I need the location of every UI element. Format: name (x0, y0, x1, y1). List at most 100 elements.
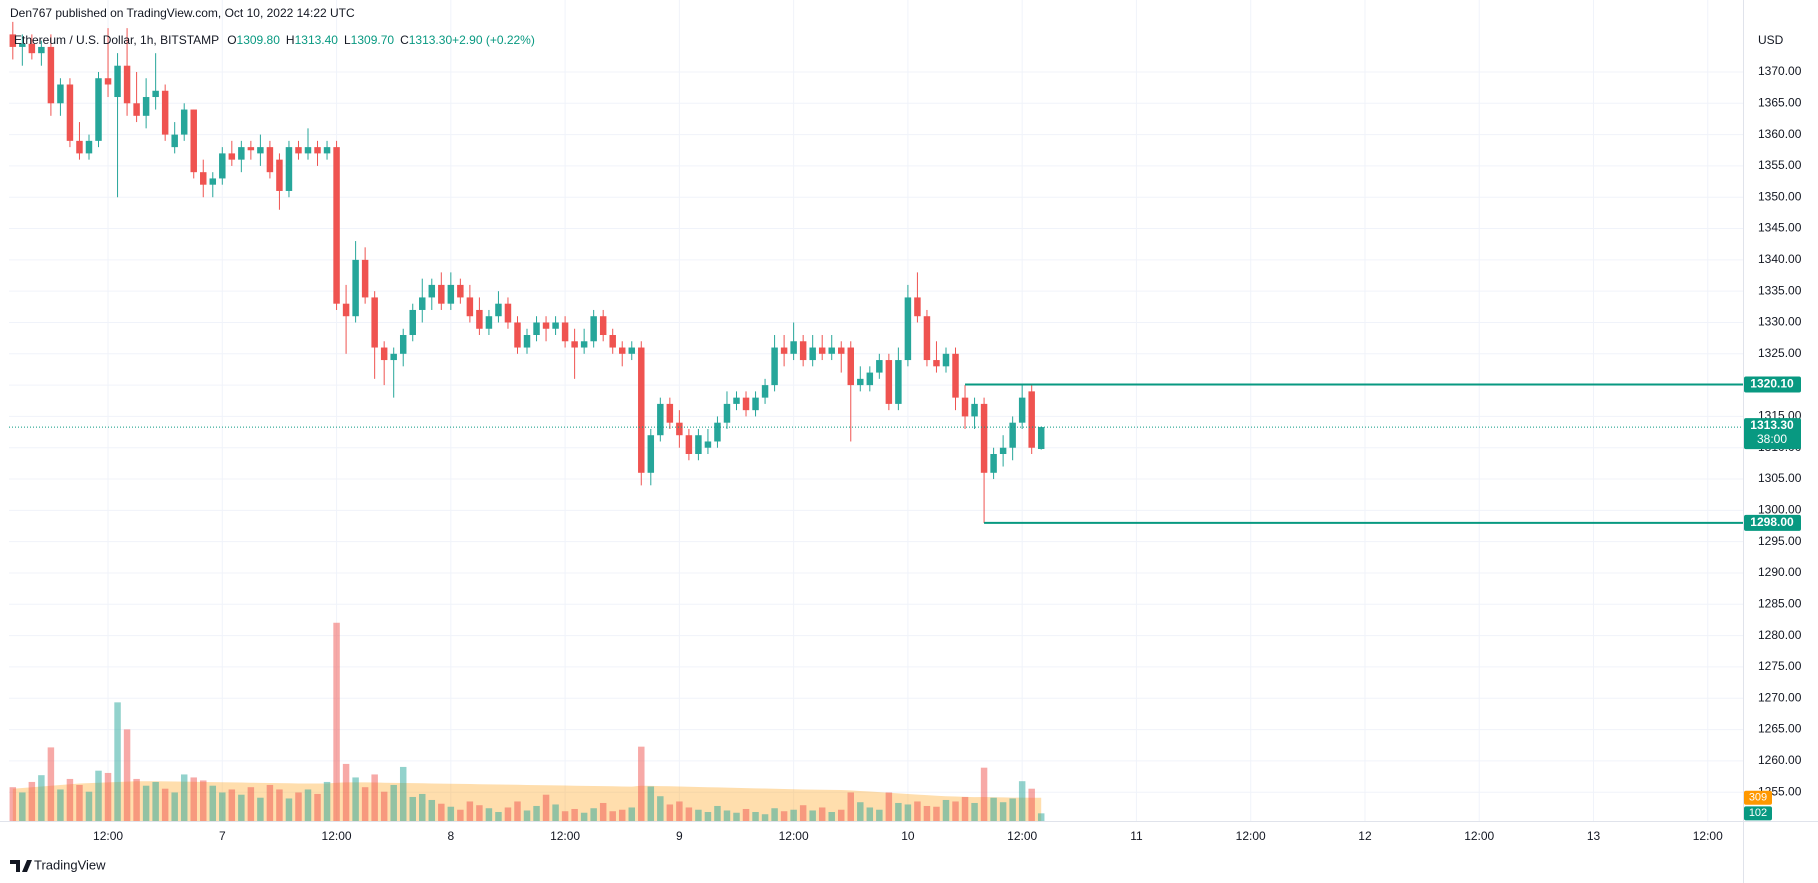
candle-body (961, 397, 969, 417)
volume-bar (371, 774, 378, 821)
volume-bar (923, 805, 931, 821)
legend-value: 1309.70 (351, 33, 395, 47)
volume-bar (466, 801, 474, 821)
x-tick-label: 10 (901, 829, 915, 843)
candle-body (799, 341, 807, 361)
volume-bar (333, 622, 340, 821)
candle-body (476, 309, 483, 329)
level-tag (1744, 376, 1801, 393)
volume-bar (285, 798, 293, 821)
volume-bar (1037, 813, 1045, 821)
candle-body (428, 284, 436, 298)
volume-bar (695, 809, 702, 821)
candle-body (742, 397, 750, 411)
volume-bar (114, 702, 121, 821)
volume-bar (876, 809, 883, 821)
candle-body (1037, 427, 1045, 449)
volume-bar (266, 784, 274, 821)
y-tick-label: 1365.00 (1758, 95, 1802, 109)
volume-bar (95, 770, 102, 821)
candle-body (599, 316, 607, 336)
y-tick-label: 1270.00 (1758, 690, 1802, 704)
volume-bar (209, 785, 217, 821)
volume-bar (866, 807, 874, 821)
x-tick-label: 12 (1358, 829, 1372, 843)
candle-body (38, 46, 45, 54)
candle-body (457, 284, 464, 298)
legend-value: +2.90 (+0.22%) (452, 33, 535, 47)
candle-body (761, 385, 769, 398)
volume-bar (85, 791, 93, 821)
candle-body (514, 322, 521, 348)
candle-body (695, 435, 702, 455)
x-tick-label: 12:00 (1236, 829, 1266, 843)
volume-bar (399, 766, 407, 821)
candle-body (580, 341, 588, 348)
y-tick-label: 1340.00 (1758, 252, 1802, 266)
volume-bar (419, 793, 426, 821)
candle-body (523, 335, 531, 348)
volume-bar (733, 812, 740, 821)
volume-bar (247, 787, 255, 821)
candle-body (904, 297, 912, 361)
volume-bar (742, 808, 750, 821)
volume-bar (9, 787, 17, 821)
volume-bar (952, 801, 959, 821)
legend-value: 1313.30 (409, 33, 453, 47)
volume-bar (495, 811, 502, 821)
y-tick-label: 1345.00 (1758, 221, 1802, 235)
candle-body (247, 147, 255, 151)
volume-bar (561, 811, 569, 821)
candle-body (380, 347, 388, 361)
currency-unit: USD (1758, 33, 1784, 47)
candle-body (133, 103, 140, 116)
volume-bar (676, 801, 683, 821)
volume-bar (638, 746, 645, 821)
candle-body (361, 259, 369, 298)
volume-bar (761, 814, 769, 821)
volume-bar (409, 796, 416, 821)
x-tick-label: 12:00 (93, 829, 123, 843)
candle-body (704, 441, 712, 448)
candle-body (542, 322, 550, 329)
candle-body (171, 134, 178, 148)
candle-body (342, 303, 350, 317)
brand-logo: TradingView (10, 857, 106, 872)
volume-bar (228, 789, 236, 821)
candle-body (314, 147, 321, 154)
volume-bar (161, 788, 169, 821)
candle-body (847, 347, 855, 386)
volume-bar (19, 792, 26, 821)
candle-body (161, 90, 169, 135)
volume-tag (1744, 806, 1772, 821)
volume-bar (647, 786, 655, 821)
level-tag-label: 1320.10 (1750, 377, 1794, 391)
volume-bar (809, 810, 816, 821)
x-tick-label: 9 (676, 829, 683, 843)
volume-bar (295, 792, 302, 821)
candle-body (209, 178, 217, 185)
volume-bar (999, 802, 1007, 821)
x-tick-label: 7 (219, 829, 226, 843)
symbol-title: Ethereum / U.S. Dollar, 1h, BITSTAMP (14, 33, 219, 47)
candle-body (628, 347, 635, 354)
volume-bar (1028, 788, 1035, 821)
candle-body (304, 147, 312, 154)
volume-bar (257, 797, 264, 821)
volume-bar (390, 784, 397, 821)
candle-body (733, 397, 740, 404)
axis-layer: 1255.001260.001265.001270.001275.001280.… (93, 64, 1802, 843)
x-tick-label: 12:00 (1007, 829, 1037, 843)
candle-body (990, 454, 997, 473)
candle-body (57, 84, 64, 104)
candle-body (923, 316, 931, 361)
volume-bar (828, 811, 835, 821)
volume-bar (618, 809, 626, 821)
candle-body (885, 360, 893, 404)
volume-tag-label: 309 (1749, 792, 1767, 804)
volume-bar (790, 809, 797, 821)
y-tick-label: 1305.00 (1758, 471, 1802, 485)
y-tick-label: 1260.00 (1758, 753, 1802, 767)
volume-tag (1744, 790, 1772, 805)
